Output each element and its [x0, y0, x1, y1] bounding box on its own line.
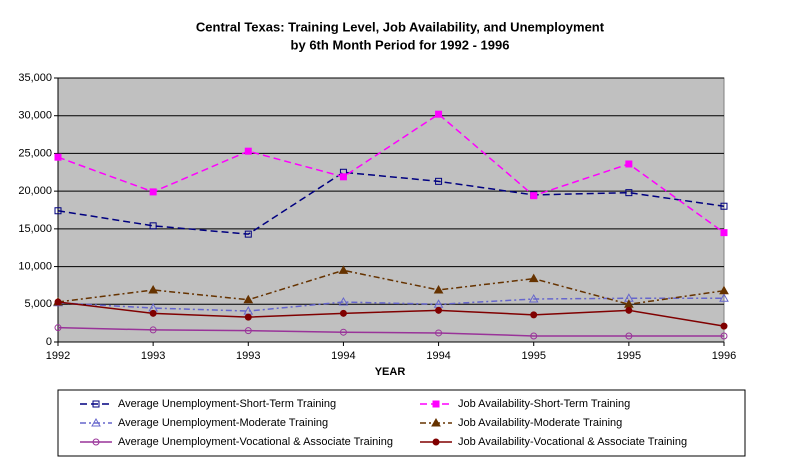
series-line	[57, 326, 724, 337]
marker	[431, 417, 441, 427]
x-tick-label: 1996	[712, 350, 736, 362]
marker	[244, 230, 252, 238]
x-tick-label: 1992	[46, 350, 70, 362]
legend-label: Job Availability-Moderate Training	[458, 417, 622, 429]
y-tick-label: 30,000	[18, 110, 52, 122]
legend	[57, 389, 746, 457]
marker	[149, 326, 157, 334]
x-tick-label: 1994	[426, 350, 450, 362]
marker	[91, 417, 101, 427]
legend-label: Average Unemployment-Vocational & Associ…	[118, 436, 393, 448]
legend-label: Job Availability-Vocational & Associate …	[458, 436, 687, 448]
marker	[149, 188, 157, 196]
marker	[530, 311, 538, 319]
marker	[528, 293, 539, 303]
marker	[149, 222, 157, 230]
marker	[339, 309, 347, 317]
marker	[528, 273, 539, 283]
legend-label: Job Availability-Short-Term Training	[458, 398, 630, 410]
y-tick-label: 5,000	[24, 298, 52, 310]
y-tick-label: 0	[46, 336, 52, 348]
x-tick-label: 1994	[331, 350, 355, 362]
marker	[54, 324, 62, 332]
x-tick-label: 1993	[141, 350, 165, 362]
marker	[92, 400, 100, 408]
marker	[625, 160, 633, 168]
marker	[435, 329, 443, 337]
marker	[530, 192, 538, 200]
marker	[148, 284, 159, 294]
series-line	[57, 269, 725, 306]
y-tick-label: 10,000	[18, 260, 52, 272]
x-axis-title: YEAR	[375, 366, 406, 378]
marker	[720, 229, 728, 237]
marker	[338, 265, 349, 274]
y-tick-label: 15,000	[18, 223, 52, 235]
marker	[432, 400, 440, 408]
marker	[435, 110, 443, 118]
series-line	[57, 297, 724, 312]
marker	[149, 309, 157, 317]
marker	[244, 147, 252, 155]
marker	[244, 327, 252, 335]
marker	[432, 438, 440, 446]
marker	[720, 322, 728, 330]
marker	[338, 297, 349, 306]
marker	[435, 306, 443, 314]
marker	[54, 153, 62, 161]
marker	[244, 313, 252, 321]
marker	[719, 285, 729, 295]
y-tick-label: 25,000	[18, 147, 52, 159]
y-tick-label: 20,000	[18, 185, 52, 197]
marker	[720, 332, 728, 340]
marker	[720, 202, 728, 210]
marker	[243, 294, 254, 304]
marker	[625, 306, 633, 314]
x-tick-label: 1995	[521, 350, 545, 362]
series-line	[57, 301, 725, 327]
legend-label: Average Unemployment-Short-Term Training	[118, 398, 336, 410]
legend-label: Average Unemployment-Moderate Training	[118, 417, 328, 429]
marker	[54, 207, 62, 215]
marker	[54, 298, 62, 306]
chart-subtitle: by 6th Month Period for 1992 - 1996	[291, 37, 510, 52]
x-tick-label: 1995	[617, 350, 641, 362]
marker	[435, 177, 443, 185]
marker	[92, 438, 100, 446]
marker	[339, 328, 347, 336]
marker	[719, 293, 729, 302]
marker	[339, 173, 347, 181]
marker	[625, 189, 633, 197]
chart-title: Central Texas: Training Level, Job Avail…	[196, 19, 605, 34]
series-line	[57, 171, 725, 235]
marker	[625, 332, 633, 340]
x-tick-label: 1993	[236, 350, 260, 362]
marker	[433, 284, 444, 294]
marker	[530, 332, 538, 340]
y-tick-label: 35,000	[18, 72, 52, 84]
